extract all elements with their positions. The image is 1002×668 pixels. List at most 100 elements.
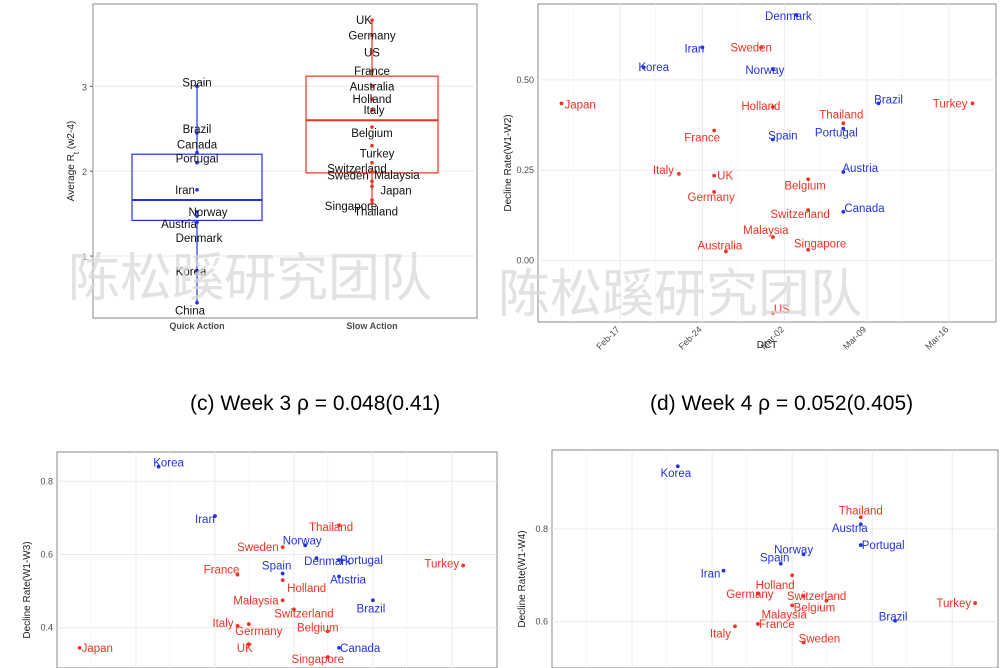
boxplot-ytick-label: 3 [82, 82, 87, 92]
point-turkey [370, 143, 374, 148]
point-label-thailand: Thailand [354, 206, 398, 218]
point-label-norway: Norway [283, 535, 322, 547]
point-brazil [876, 101, 881, 106]
point-label-uk: UK [356, 15, 372, 27]
point-denmark [195, 220, 199, 224]
point-label-us: US [364, 47, 380, 59]
point-label-australia: Australia [350, 81, 395, 93]
point-label-austria: Austria [842, 163, 878, 175]
point-uk [246, 642, 251, 647]
point-iran [721, 568, 726, 573]
point-label-brazil: Brazil [183, 124, 212, 136]
point-label-turkey: Turkey [424, 558, 459, 570]
point-label-italy: Italy [363, 105, 384, 117]
point-austria [195, 214, 199, 218]
scatter-w2-panel: 0.00 0.25 0.50 Decline Rate(W1-W2) Feb-17 Feb… [503, 3, 997, 352]
point-switzerland [806, 208, 811, 212]
point-france [712, 128, 717, 133]
point-label-thailand: Thailand [819, 109, 863, 121]
point-holland [280, 578, 285, 583]
scatter-w3-panel: 0.4 0.6 0.8 Decline Rate(W1-W3) Korea Iran Tha… [22, 451, 498, 668]
point-label-belgium: Belgium [794, 603, 836, 615]
yaxis-title: Decline Rate(W1-W4) [517, 530, 528, 627]
point-spain [280, 571, 285, 576]
boxplot-yaxis-title-main: Average R [66, 154, 77, 201]
boxplot-yaxis-title: Average Rt (w2-4) [66, 121, 81, 201]
point-italy [677, 171, 681, 176]
point-thailand [337, 523, 341, 528]
point-holland [370, 97, 374, 101]
point-label-belgium: Belgium [351, 128, 393, 140]
point-label-sweden: Sweden [799, 633, 841, 645]
point-spain [778, 561, 783, 566]
point-label-uk: UK [717, 171, 733, 183]
watermarks: 陈松蹊研究团队 陈松蹊研究团队 [68, 249, 862, 325]
point-germany [755, 591, 760, 596]
point-belgium [370, 125, 374, 129]
point-portugal [858, 543, 863, 547]
point-singapore [806, 247, 811, 252]
xtick-label: Feb-17 [594, 324, 621, 351]
point-label-singapore: Singapore [292, 654, 344, 666]
point-turkey [461, 563, 466, 568]
ytick-label: 0.00 [516, 256, 534, 266]
point-brazil [370, 598, 375, 603]
point-label-italy: Italy [212, 618, 233, 630]
point-label-austria: Austria [330, 574, 366, 586]
point-label-malaysia: Malaysia [233, 595, 279, 607]
point-iran [195, 188, 199, 192]
point-belgium [824, 598, 829, 603]
point-label-canada: Canada [340, 643, 381, 655]
point-iran [700, 45, 705, 50]
point-denmark [314, 556, 319, 561]
point-uk [712, 173, 717, 178]
point-norway [303, 543, 308, 548]
point-label-uk: UK [237, 643, 253, 655]
point-spain [770, 137, 775, 142]
point-label-thailand: Thailand [839, 505, 883, 517]
boxplot-yaxis-title-sub: t [72, 151, 81, 154]
point-iran [213, 514, 217, 518]
point-malaysia [770, 235, 775, 239]
point-label-germany: Germany [235, 626, 283, 638]
point-sweden [280, 545, 285, 550]
point-label-portugal: Portugal [862, 540, 905, 552]
point-malaysia [370, 169, 374, 173]
point-australia [723, 249, 728, 254]
point-korea [641, 65, 646, 70]
point-label-switzerland: Switzerland [770, 209, 829, 221]
point-label-australia: Australia [698, 241, 743, 253]
point-label-norway: Norway [745, 65, 784, 77]
point-label-germany: Germany [726, 589, 774, 601]
point-turkey [970, 101, 975, 106]
point-canada [841, 209, 846, 214]
point-italy [733, 624, 737, 629]
point-china [195, 300, 199, 305]
point-holland [770, 105, 775, 109]
point-switzerland [801, 594, 806, 599]
point-label-switzerland: Switzerland [787, 591, 846, 603]
caption-week3: (c) Week 3 ρ = 0.048(0.41) [190, 392, 440, 415]
point-korea [675, 464, 680, 469]
point-thailand [370, 201, 374, 206]
point-label-malaysia: Malaysia [374, 170, 420, 182]
point-label-sweden: Sweden [237, 542, 279, 554]
point-label-holland: Holland [353, 94, 392, 106]
point-label-france: France [759, 619, 795, 631]
ytick-label: 0.50 [516, 75, 534, 85]
point-label-austria: Austria [832, 523, 868, 535]
point-label-thailand: Thailand [309, 522, 353, 534]
caption-week4: (d) Week 4 ρ = 0.052(0.405) [650, 392, 913, 415]
point-germany [370, 33, 374, 38]
ytick-label: 0.4 [40, 623, 53, 633]
point-label-brazil: Brazil [879, 612, 908, 624]
point-label-norway: Norway [774, 544, 813, 556]
point-holland [790, 573, 795, 578]
panel-w4-frame [551, 449, 999, 668]
point-label-denmark: Denmark [765, 11, 812, 23]
point-label-japan: Japan [380, 185, 411, 197]
point-thailand [841, 121, 846, 126]
boxplot-xtick-label: Quick Action [169, 321, 224, 331]
point-denmark [794, 12, 799, 17]
